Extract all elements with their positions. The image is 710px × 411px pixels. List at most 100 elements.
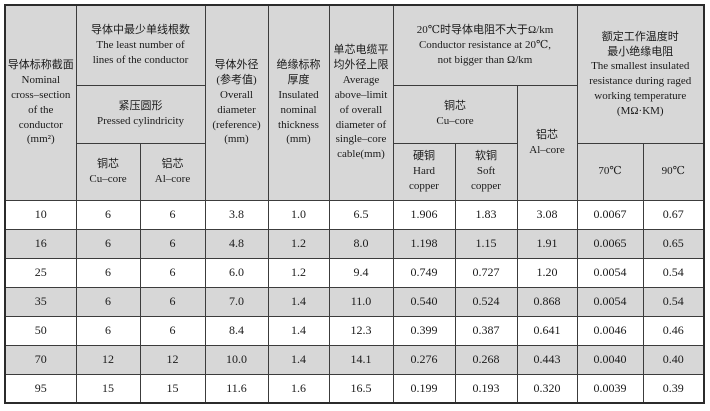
table-cell: 1.15 [454, 228, 518, 259]
table-cell: 0.193 [454, 373, 518, 404]
table-cell: 0.39 [642, 373, 705, 404]
table-cell: 0.0039 [576, 373, 644, 404]
table-cell: 1.2 [267, 257, 330, 288]
table-cell: 0.0054 [576, 257, 644, 288]
table-cell: 0.0065 [576, 228, 644, 259]
table-cell: 6.0 [204, 257, 269, 288]
table-cell: 95 [4, 373, 77, 404]
table-cell: 6 [139, 199, 206, 230]
table-cell: 0.641 [516, 315, 578, 346]
table-cell: 1.4 [267, 344, 330, 375]
table-cell: 8.4 [204, 315, 269, 346]
header-average-diameter-limit: 单芯电缆平 均外径上限 Average above–limit of overa… [328, 4, 394, 201]
table-cell: 3.8 [204, 199, 269, 230]
header-least-number-of-lines: 导体中最少单线根数 The least number of lines of t… [75, 4, 206, 86]
table-cell: 1.83 [454, 199, 518, 230]
table-cell: 0.0046 [576, 315, 644, 346]
table-cell: 1.4 [267, 315, 330, 346]
header-nominal-cross-section: 导体标称截面 Nominal cross–section of the cond… [4, 4, 77, 201]
table-row: 70 12 12 10.0 1.4 14.1 0.276 0.268 0.443… [4, 344, 705, 375]
table-cell: 0.443 [516, 344, 578, 375]
table-cell: 0.268 [454, 344, 518, 375]
table-row: 10 6 6 3.8 1.0 6.5 1.906 1.83 3.08 0.006… [4, 199, 705, 230]
header-temp-90c: 90℃ [642, 142, 705, 201]
header-row-2: 紧压圆形 Pressed cylindricity 铜芯 Cu–core 铝芯 … [5, 84, 704, 201]
table-cell: 9.4 [328, 257, 394, 288]
table-cell: 3.08 [516, 199, 578, 230]
table-cell: 0.540 [392, 286, 456, 317]
table-cell: 16 [4, 228, 77, 259]
table-cell: 0.868 [516, 286, 578, 317]
table-cell: 6 [139, 286, 206, 317]
table-cell: 0.276 [392, 344, 456, 375]
table-header: 导体标称截面 Nominal cross–section of the cond… [4, 4, 705, 201]
header-lines-cu-core: 铜芯 Cu–core [75, 142, 141, 201]
header-lines-al-core: 铝芯 Al–core [139, 142, 206, 201]
header-insulation-resistance: 额定工作温度时 最小绝缘电阻 The smallest insulated re… [576, 4, 705, 144]
header-insulated-thickness: 绝缘标称 厚度 Insulated nominal thickness (mm) [267, 4, 330, 201]
table-row: 50 6 6 8.4 1.4 12.3 0.399 0.387 0.641 0.… [4, 315, 705, 346]
table-cell: 0.0040 [576, 344, 644, 375]
header-overall-diameter: 导体外径 (参考值) Overall diameter (reference) … [204, 4, 269, 201]
header-conductor-resistance: 20℃时导体电阻不大于Ω/km Conductor resistance at … [392, 4, 578, 86]
table-cell: 0.524 [454, 286, 518, 317]
table-cell: 1.4 [267, 286, 330, 317]
header-temp-70c: 70℃ [576, 142, 644, 201]
table-cell: 11.0 [328, 286, 394, 317]
table-cell: 0.0067 [576, 199, 644, 230]
table-cell: 6 [75, 286, 141, 317]
table-cell: 12 [75, 344, 141, 375]
table-cell: 6 [75, 228, 141, 259]
table-cell: 1.0 [267, 199, 330, 230]
table-cell: 11.6 [204, 373, 269, 404]
header-soft-copper: 软铜 Soft copper [454, 142, 518, 201]
table-cell: 12.3 [328, 315, 394, 346]
table-cell: 0.54 [642, 257, 705, 288]
conductor-spec-table: 导体标称截面 Nominal cross–section of the cond… [4, 4, 706, 404]
table-cell: 1.6 [267, 373, 330, 404]
table-cell: 6.5 [328, 199, 394, 230]
table-cell: 10.0 [204, 344, 269, 375]
table-cell: 0.387 [454, 315, 518, 346]
table-cell: 0.67 [642, 199, 705, 230]
table-cell: 4.8 [204, 228, 269, 259]
header-resistance-al-core: 铝芯 Al–core [516, 84, 578, 201]
table-cell: 14.1 [328, 344, 394, 375]
table-row: 16 6 6 4.8 1.2 8.0 1.198 1.15 1.91 0.006… [4, 228, 705, 259]
table-cell: 0.199 [392, 373, 456, 404]
table-cell: 25 [4, 257, 77, 288]
table-cell: 6 [139, 257, 206, 288]
table-cell: 7.0 [204, 286, 269, 317]
table-cell: 0.40 [642, 344, 705, 375]
header-resistance-cu-core: 铜芯 Cu–core [392, 84, 518, 144]
table-cell: 1.91 [516, 228, 578, 259]
table-cell: 35 [4, 286, 77, 317]
table-cell: 0.65 [642, 228, 705, 259]
table-cell: 6 [75, 199, 141, 230]
table-cell: 0.46 [642, 315, 705, 346]
table-row: 35 6 6 7.0 1.4 11.0 0.540 0.524 0.868 0.… [4, 286, 705, 317]
table-cell: 6 [75, 315, 141, 346]
table-cell: 6 [139, 315, 206, 346]
table-cell: 6 [139, 228, 206, 259]
header-row-1: 导体标称截面 Nominal cross–section of the cond… [4, 4, 705, 201]
table-row: 95 15 15 11.6 1.6 16.5 0.199 0.193 0.320… [4, 373, 705, 404]
table-cell: 15 [75, 373, 141, 404]
header-hard-copper: 硬铜 Hard copper [392, 142, 456, 201]
table-cell: 8.0 [328, 228, 394, 259]
table-cell: 1.20 [516, 257, 578, 288]
table-cell: 10 [4, 199, 77, 230]
table-cell: 0.320 [516, 373, 578, 404]
table-cell: 1.2 [267, 228, 330, 259]
table-cell: 70 [4, 344, 77, 375]
table-cell: 1.906 [392, 199, 456, 230]
table-cell: 0.0054 [576, 286, 644, 317]
table-cell: 0.399 [392, 315, 456, 346]
table-cell: 0.727 [454, 257, 518, 288]
table-cell: 16.5 [328, 373, 394, 404]
table-row: 25 6 6 6.0 1.2 9.4 0.749 0.727 1.20 0.00… [4, 257, 705, 288]
table-body: 10 6 6 3.8 1.0 6.5 1.906 1.83 3.08 0.006… [4, 199, 705, 404]
table-cell: 12 [139, 344, 206, 375]
table-cell: 0.54 [642, 286, 705, 317]
